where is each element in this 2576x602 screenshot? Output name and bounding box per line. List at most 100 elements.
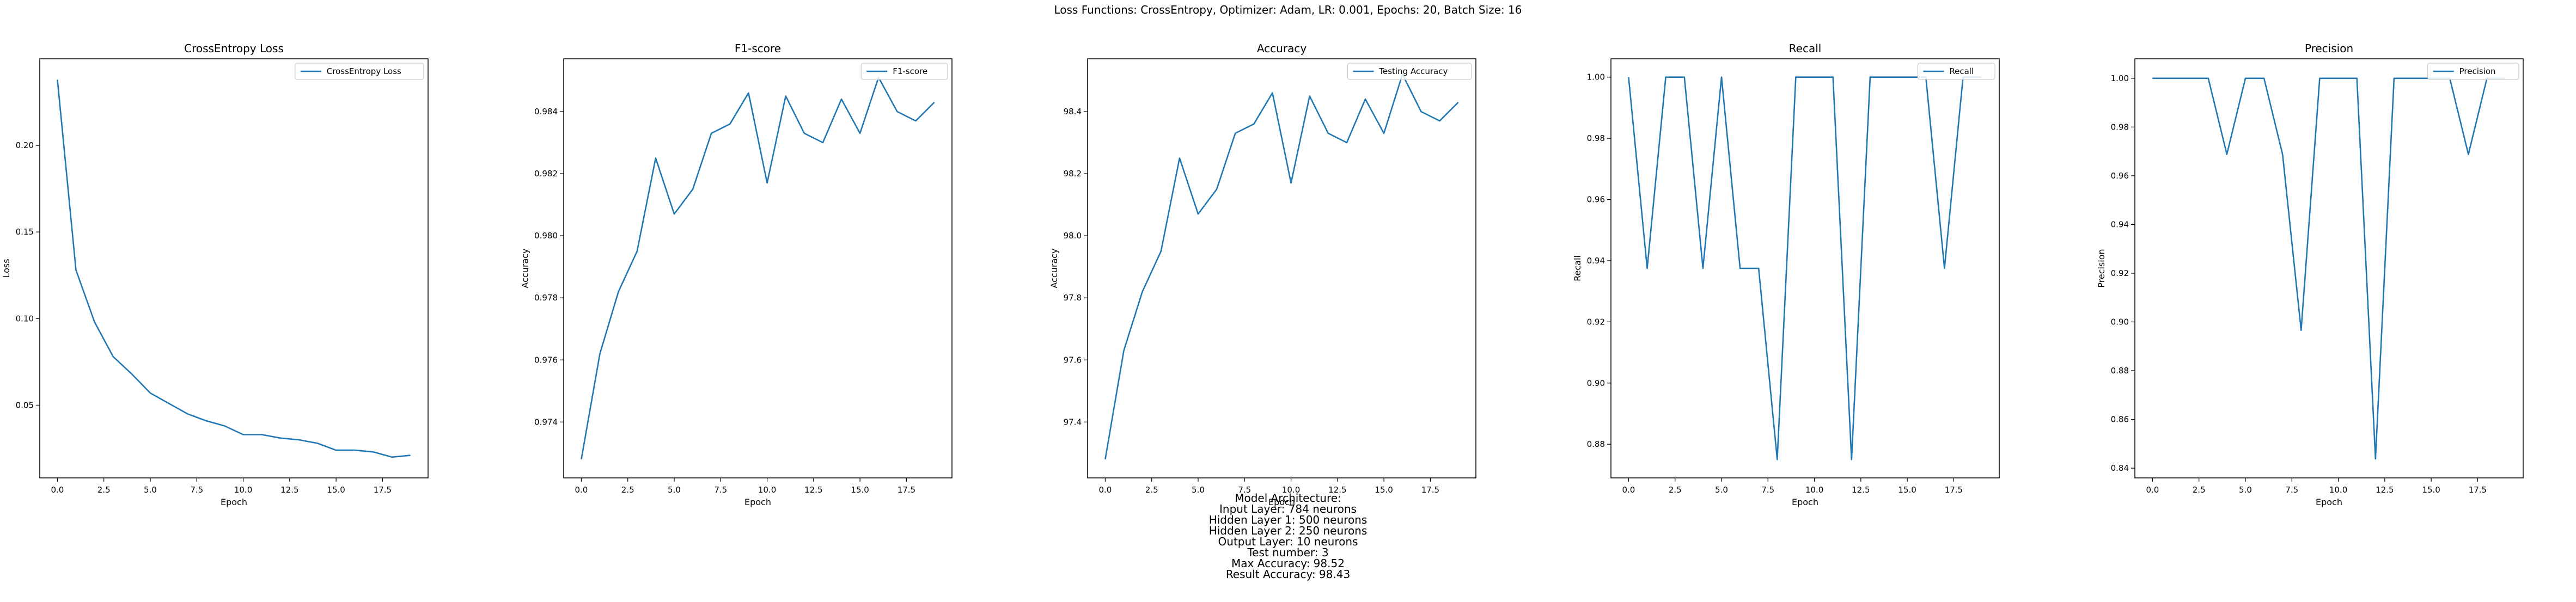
chart3-axes-frame (1087, 58, 1476, 478)
chart5-series-line (2152, 77, 2506, 460)
chart1-x-tick-label: 5.0 (144, 485, 157, 495)
chart4-y-tick-label: 0.94 (1587, 256, 1605, 266)
chart4-y-tick-label: 0.90 (1587, 378, 1605, 388)
chart3-x-tick-label: 5.0 (1192, 485, 1205, 495)
chart3-series-line (1104, 73, 1459, 460)
chart1-y-tick-label: 0.05 (16, 400, 34, 410)
chart1-x-tick-label: 10.0 (234, 485, 252, 495)
chart2-x-tick-label: 17.5 (898, 485, 915, 495)
chart2-series-line (581, 76, 935, 460)
chart3-x-tick-label: 0.0 (1098, 485, 1112, 495)
chart2-x-tick-label: 10.0 (758, 485, 776, 495)
chart5-y-tick-label: 0.92 (2111, 268, 2129, 278)
chart5-y-tick-label: 0.90 (2111, 317, 2129, 327)
chart3-y-tick-label: 98.4 (1064, 107, 1082, 116)
chart5-x-axis-label: Epoch (2316, 497, 2342, 507)
chart5-x-tick-label: 0.0 (2146, 485, 2159, 495)
chart5-x-tick-label: 17.5 (2469, 485, 2487, 495)
chart4-y-tick-label: 0.88 (1587, 439, 1605, 449)
chart4-title: Recall (1789, 42, 1822, 55)
arch-line-hidden2: Hidden Layer 2: 250 neurons (1208, 524, 1368, 537)
chart1-y-tick-label: 0.10 (16, 314, 34, 323)
chart4-x-tick-label: 12.5 (1852, 485, 1870, 495)
chart2-x-tick-label: 12.5 (804, 485, 822, 495)
chart2-y-tick-label: 0.978 (534, 293, 558, 303)
arch-line-result-accuracy: Result Accuracy: 98.43 (1225, 568, 1351, 581)
chart4-y-tick-label: 1.00 (1587, 72, 1605, 82)
chart3-y-tick-label: 98.2 (1064, 169, 1082, 179)
chart1-y-tick-label: 0.15 (16, 227, 34, 237)
chart3-y-tick-label: 97.4 (1064, 417, 1082, 427)
chart3-legend-box (1347, 63, 1472, 80)
chart2-y-tick-label: 0.974 (534, 417, 558, 427)
chart1-legend-box (295, 63, 424, 80)
chart1-y-tick-label: 0.20 (16, 140, 34, 150)
chart1-legend-label: CrossEntropy Loss (327, 66, 401, 76)
chart5-x-tick-label: 15.0 (2422, 485, 2440, 495)
chart4-x-tick-label: 15.0 (1898, 485, 1916, 495)
chart1-y-axis-label: Loss (1, 259, 11, 278)
chart2-x-tick-label: 0.0 (575, 485, 588, 495)
chart3-y-tick-label: 97.8 (1064, 293, 1082, 303)
chart4-x-tick-label: 7.5 (1761, 485, 1774, 495)
chart2-title: F1-score (735, 42, 781, 55)
chart4-series-line (1628, 76, 1982, 460)
chart2-y-tick-label: 0.984 (534, 107, 558, 116)
chart5-y-tick-label: 0.84 (2111, 463, 2129, 473)
chart5-x-tick-label: 2.5 (2193, 485, 2206, 495)
chart4-x-axis-label: Epoch (1792, 497, 1818, 507)
chart1-x-tick-label: 17.5 (374, 485, 392, 495)
chart1-title: CrossEntropy Loss (184, 42, 284, 55)
chart5-legend-box (2427, 63, 2519, 80)
chart5-x-tick-label: 7.5 (2285, 485, 2298, 495)
chart4-x-tick-label: 5.0 (1715, 485, 1728, 495)
chart3-title: Accuracy (1257, 42, 1307, 55)
chart2-y-tick-label: 0.976 (534, 355, 558, 365)
chart4-x-tick-label: 17.5 (1945, 485, 1963, 495)
chart5-title: Precision (2305, 42, 2353, 55)
chart1-x-tick-label: 2.5 (97, 485, 111, 495)
chart4-y-tick-label: 0.92 (1587, 317, 1605, 327)
chart2-axes-frame (563, 58, 953, 478)
chart3-x-axis-label: Epoch (1268, 497, 1295, 507)
chart5-x-tick-label: 12.5 (2376, 485, 2394, 495)
chart3-y-tick-label: 97.6 (1064, 355, 1082, 365)
chart4-x-tick-label: 2.5 (1669, 485, 1682, 495)
chart2-y-tick-label: 0.982 (534, 169, 558, 179)
arch-line-input: Input Layer: 784 neurons (1219, 502, 1357, 515)
chart5-y-tick-label: 0.86 (2111, 415, 2129, 425)
chart2-y-axis-label: Accuracy (520, 248, 530, 288)
chart2-legend-box (860, 63, 948, 80)
chart5-legend-label: Precision (2459, 66, 2496, 76)
chart5-y-tick-label: 0.88 (2111, 366, 2129, 376)
chart1-x-tick-label: 12.5 (280, 485, 298, 495)
chart5-y-axis-label: Precision (2096, 249, 2107, 287)
chart3-x-tick-label: 15.0 (1375, 485, 1393, 495)
chart3-x-tick-label: 7.5 (1238, 485, 1251, 495)
chart2-x-tick-label: 5.0 (668, 485, 681, 495)
chart2-x-tick-label: 2.5 (621, 485, 634, 495)
arch-line-output: Output Layer: 10 neurons (1218, 535, 1358, 548)
arch-line-hidden1: Hidden Layer 1: 500 neurons (1208, 513, 1368, 526)
chart5-y-tick-label: 1.00 (2111, 73, 2129, 83)
chart4-legend-box (1917, 63, 1995, 80)
chart5-x-tick-label: 5.0 (2239, 485, 2252, 495)
chart5-y-tick-label: 0.98 (2111, 122, 2129, 132)
chart3-x-tick-label: 12.5 (1328, 485, 1346, 495)
chart3-x-tick-label: 17.5 (1421, 485, 1439, 495)
chart1-series-line (57, 79, 411, 458)
chart3-x-tick-label: 10.0 (1282, 485, 1300, 495)
chart5-axes-frame (2134, 58, 2524, 478)
arch-line-test-number: Test number: 3 (1247, 546, 1329, 559)
chart4-x-tick-label: 0.0 (1622, 485, 1635, 495)
arch-line-max-accuracy: Max Accuracy: 98.52 (1231, 557, 1345, 570)
chart4-axes-frame (1610, 58, 2000, 478)
chart1-x-tick-label: 7.5 (190, 485, 203, 495)
arch-line-heading: Model Architecture: (1235, 492, 1341, 505)
chart1-x-axis-label: Epoch (221, 497, 247, 507)
chart3-y-axis-label: Accuracy (1049, 248, 1059, 288)
chart4-legend-label: Recall (1949, 66, 1974, 76)
chart4-y-axis-label: Recall (1572, 255, 1583, 281)
chart3-x-tick-label: 2.5 (1145, 485, 1158, 495)
